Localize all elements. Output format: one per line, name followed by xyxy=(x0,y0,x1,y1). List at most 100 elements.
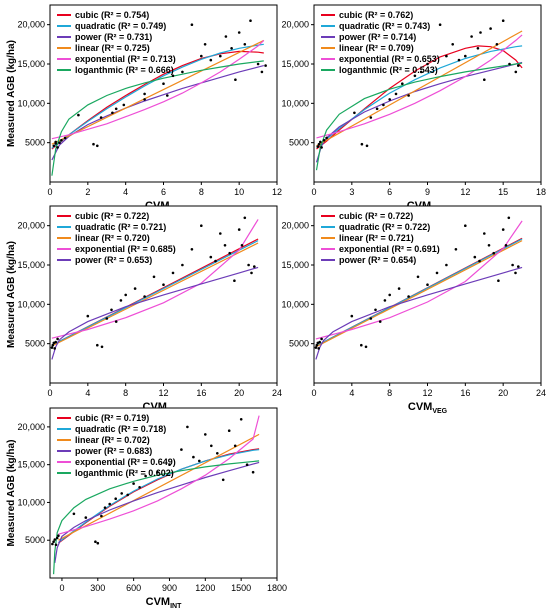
data-point xyxy=(394,92,398,96)
x-tick-label: 10 xyxy=(234,187,244,197)
data-point xyxy=(495,43,499,46)
y-tick-label: 15,000 xyxy=(17,59,45,69)
data-point xyxy=(190,23,194,27)
data-point xyxy=(221,478,225,482)
data-point xyxy=(317,347,321,350)
data-point xyxy=(168,463,171,467)
plot-frame xyxy=(49,4,278,183)
data-point xyxy=(162,82,165,85)
data-point xyxy=(144,474,147,478)
data-point xyxy=(166,94,169,97)
data-point xyxy=(96,541,100,545)
x-tick-label: 1800 xyxy=(267,583,287,593)
data-point xyxy=(508,62,511,66)
legend-label: power (R² = 0.653) xyxy=(75,255,152,265)
chart-panel-2: 500010,00015,00020,0000369121518CVMBRRIc… xyxy=(281,4,546,214)
data-point xyxy=(54,543,58,547)
data-point xyxy=(105,317,109,320)
data-point xyxy=(504,244,508,247)
data-point xyxy=(426,62,429,66)
data-point xyxy=(198,459,201,463)
data-point xyxy=(464,54,467,58)
data-point xyxy=(517,64,520,67)
data-point xyxy=(58,141,61,144)
x-tick-label: 24 xyxy=(272,388,282,398)
data-point xyxy=(84,516,88,519)
data-point xyxy=(186,425,189,429)
data-point xyxy=(497,279,500,283)
data-point xyxy=(245,463,249,467)
data-point xyxy=(143,98,146,101)
data-point xyxy=(457,58,461,62)
data-point xyxy=(180,448,183,451)
data-point xyxy=(63,136,67,140)
data-point xyxy=(438,23,442,27)
data-point xyxy=(156,470,159,474)
data-point xyxy=(219,54,222,58)
data-point xyxy=(94,540,97,543)
x-tick-label: 12 xyxy=(272,187,282,197)
data-point xyxy=(383,299,387,302)
data-point xyxy=(96,144,99,148)
data-point xyxy=(192,455,195,459)
data-point xyxy=(374,308,377,312)
data-point xyxy=(501,228,505,231)
legend-label: linear (R² = 0.720) xyxy=(75,233,150,243)
data-point xyxy=(122,103,126,107)
data-point xyxy=(216,452,219,455)
x-tick-label: 600 xyxy=(126,583,141,593)
data-point xyxy=(320,146,323,149)
data-point xyxy=(239,418,243,421)
y-tick-label: 5000 xyxy=(289,339,309,349)
legend-label: cubic (R² = 0.754) xyxy=(75,10,149,20)
data-point xyxy=(237,31,241,34)
y-axis-label: Measured AGB (kg/ha) xyxy=(6,440,17,547)
data-point xyxy=(103,506,107,510)
data-point xyxy=(353,111,356,115)
x-tick-label: 300 xyxy=(90,583,105,593)
data-point xyxy=(250,271,253,275)
data-point xyxy=(454,248,458,251)
data-point xyxy=(227,429,231,433)
data-point xyxy=(507,216,511,220)
data-point xyxy=(251,470,255,474)
fit-curve-3 xyxy=(51,242,259,347)
y-tick-label: 5000 xyxy=(25,138,45,148)
data-point xyxy=(96,343,99,347)
legend-label: power (R² = 0.731) xyxy=(75,32,152,42)
data-point xyxy=(60,139,63,142)
data-point xyxy=(388,98,392,101)
data-point xyxy=(138,486,141,489)
x-tick-label: 16 xyxy=(460,388,470,398)
data-point xyxy=(77,113,80,117)
y-tick-label: 20,000 xyxy=(17,20,45,30)
fit-curve-5 xyxy=(315,266,523,360)
legend-label: linear (R² = 0.725) xyxy=(75,43,150,53)
data-point xyxy=(143,295,146,298)
data-point xyxy=(322,139,326,142)
data-point xyxy=(413,74,417,78)
x-tick-label: 1500 xyxy=(231,583,251,593)
legend-label: exponential (R² = 0.649) xyxy=(75,457,176,467)
data-point xyxy=(445,54,448,58)
data-point xyxy=(224,35,228,38)
data-point xyxy=(233,279,236,283)
data-point xyxy=(110,308,113,312)
y-axis-label: Measured AGB (kg/ha) xyxy=(6,241,17,348)
y-tick-label: 20,000 xyxy=(17,422,45,432)
x-tick-label: 0 xyxy=(47,187,52,197)
x-tick-label: 4 xyxy=(85,388,90,398)
data-point xyxy=(99,116,103,119)
data-point xyxy=(51,542,54,546)
x-axis-label: CVMVEG xyxy=(408,401,448,415)
data-point xyxy=(143,92,146,96)
x-tick-label: 12 xyxy=(460,187,470,197)
fit-curve-5 xyxy=(51,266,259,360)
data-point xyxy=(53,538,57,541)
legend-label: exponential (R² = 0.713) xyxy=(75,54,176,64)
y-tick-label: 10,000 xyxy=(17,98,45,108)
data-point xyxy=(204,433,207,436)
x-tick-label: 8 xyxy=(199,187,204,197)
y-tick-label: 10,000 xyxy=(17,497,45,507)
data-point xyxy=(316,145,320,148)
